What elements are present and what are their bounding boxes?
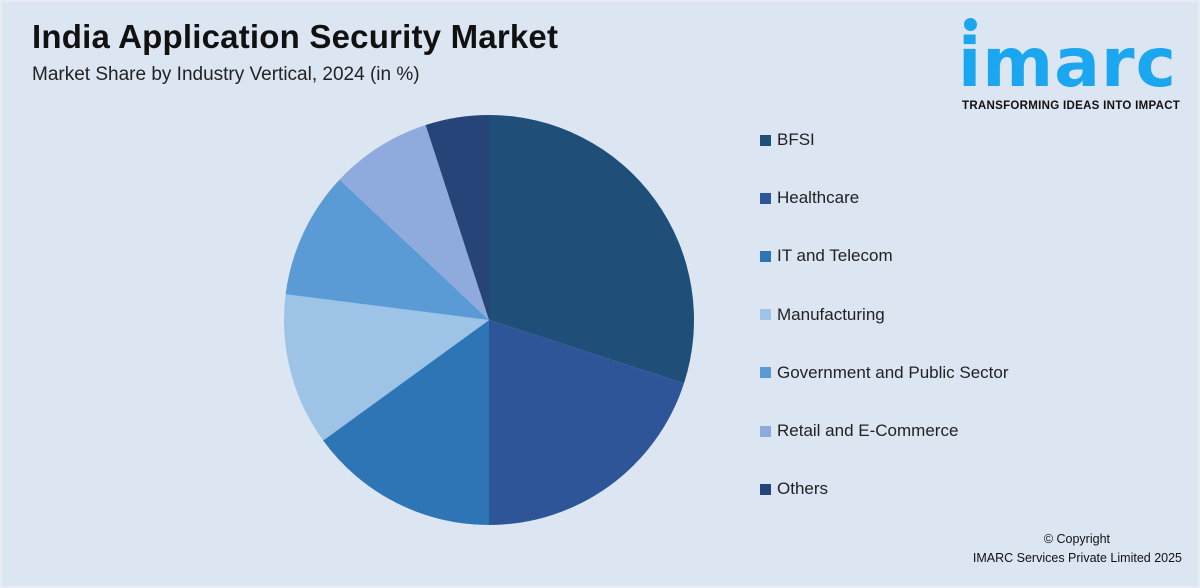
legend-label: Government and Public Sector [777,362,1009,382]
pie-slice-others [425,115,489,320]
imarc-logo: imarc TRANSFORMING IDEAS INTO IMPACT [958,16,1190,116]
logo-wordmark: imarc [958,24,1177,103]
legend-item: Retail and E-Commerce [760,420,958,442]
legend-swatch [760,192,771,204]
legend-item: Government and Public Sector [760,362,1009,384]
copyright-line: © Copyright [1043,532,1110,546]
legend-item: Healthcare [760,187,859,209]
pie-slice-retail-and-e-commerce [339,125,489,320]
pie-slice-government-and-public-sector [285,179,489,320]
legend-item: BFSI [760,129,815,151]
chart-title: India Application Security Market [32,18,559,55]
chart-subtitle: Market Share by Industry Vertical, 2024 … [32,64,420,85]
copyright-notice: © Copyright IMARC Services Private Limit… [922,530,1182,568]
logo-tagline: TRANSFORMING IDEAS INTO IMPACT [962,100,1181,112]
legend-swatch [760,483,771,495]
legend-label: BFSI [777,130,815,149]
legend-swatch [760,134,771,146]
pie-slice-manufacturing [284,294,489,441]
legend-swatch [760,309,771,321]
copyright-owner: IMARC Services Private Limited 2025 [972,551,1182,565]
legend-swatch [760,250,771,262]
pie-slice-bfsi [489,115,695,384]
legend-item: Others [760,478,828,500]
pie-slice-healthcare [489,320,684,525]
legend-item: Manufacturing [760,304,885,326]
legend-label: Retail and E-Commerce [777,421,959,440]
legend-label: Healthcare [777,188,860,208]
legend-label: IT and Telecom [777,246,893,266]
legend-swatch [760,367,771,379]
legend-item: IT and Telecom [760,245,893,267]
legend-label: Manufacturing [777,304,885,324]
legend-swatch [760,425,771,437]
legend-label: Others [777,479,829,499]
pie-slice-it-and-telecom [323,320,489,525]
logo-dot-icon [964,18,977,31]
